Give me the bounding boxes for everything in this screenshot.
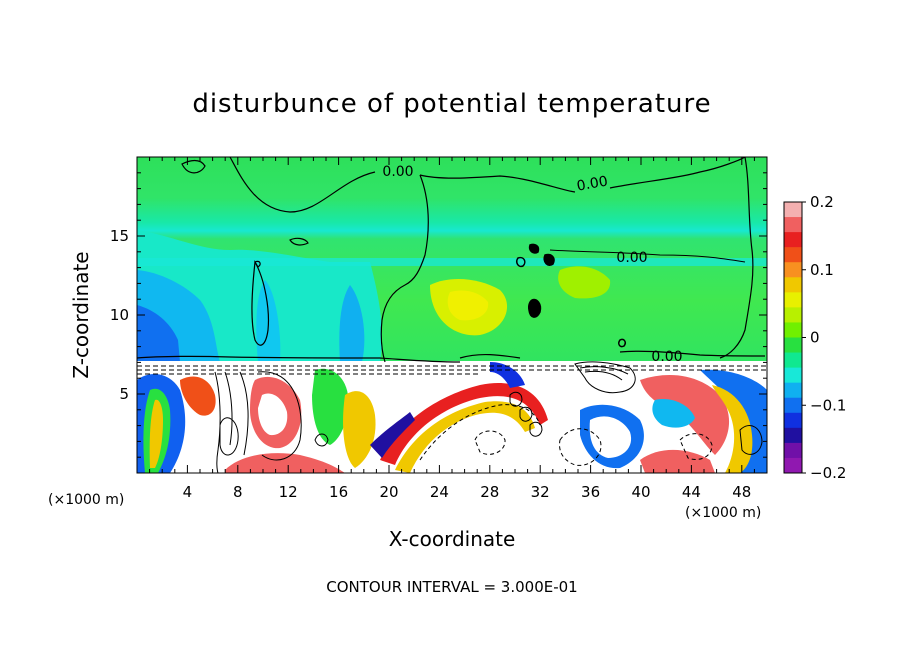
colorbar-swatch	[784, 307, 802, 323]
colorbar-swatch	[784, 262, 802, 278]
chart-title: disturbunce of potential temperature	[192, 89, 711, 119]
x-tick-label: 24	[430, 483, 449, 501]
contour-label: 0.00	[382, 164, 413, 180]
colorbar-swatch	[784, 337, 802, 354]
colorbar-swatch	[784, 277, 802, 293]
lower-region	[137, 361, 767, 473]
cool-region-left-core	[137, 305, 180, 362]
colorbar-swatch	[784, 247, 802, 263]
colorbar-swatch	[784, 202, 802, 218]
contour-labels: 0.00 0.00 0.00 0.00	[382, 164, 682, 365]
contour-interval-note: CONTOUR INTERVAL = 3.000E-01	[326, 578, 577, 596]
y-axis-ticks: 5 10 15	[110, 172, 767, 458]
colorbar-tick-label: −0.1	[810, 396, 846, 414]
colorbar-swatch	[784, 442, 802, 459]
colorbar-ticks: 0.2 0.1 0 −0.1 −0.2	[802, 193, 846, 482]
cool-streak-3	[339, 285, 365, 362]
colorbar-swatch	[784, 397, 802, 414]
warm-region-right	[558, 266, 611, 299]
contour-label: 0.00	[576, 173, 609, 194]
cyan-band	[137, 258, 767, 266]
colorbar-tick-label: −0.2	[810, 464, 846, 482]
x-axis-ticks: 4 8 12 16 20 24 28 32 36 40 44 48	[149, 157, 755, 501]
y-axis-label: Z-coordinate	[69, 251, 93, 378]
y-tick-label: 5	[119, 385, 129, 403]
colorbar-tick-label: 0	[810, 329, 820, 347]
colorbar-swatch	[784, 427, 802, 444]
y-tick-label: 10	[110, 306, 129, 324]
x-tick-label: 36	[581, 483, 600, 501]
colorbar-swatch	[784, 457, 802, 474]
x-tick-label: 44	[682, 483, 701, 501]
warm-core	[447, 290, 489, 321]
colorbar-swatch	[784, 217, 802, 233]
x-tick-label: 28	[480, 483, 499, 501]
x-tick-label: 16	[329, 483, 348, 501]
blobs	[516, 243, 626, 348]
y-tick-label: 15	[110, 227, 129, 245]
colorbar-swatch	[784, 352, 802, 369]
x-unit-label: (×1000 m)	[685, 505, 761, 521]
colorbar	[783, 201, 803, 474]
plot-area: 0.00 0.00 0.00 0.00	[137, 157, 767, 473]
colorbar-swatch	[784, 367, 802, 384]
colorbar-tick-label: 0.1	[810, 261, 834, 279]
colorbar-swatch	[784, 382, 802, 399]
x-tick-label: 12	[279, 483, 298, 501]
x-axis-label: X-coordinate	[389, 527, 516, 551]
colorbar-swatch	[784, 292, 802, 308]
colorbar-tick-label: 0.2	[810, 193, 834, 211]
x-tick-label: 20	[379, 483, 398, 501]
contour-label: 0.00	[651, 349, 682, 365]
colorbar-swatch	[784, 412, 802, 429]
colorbar-swatch	[784, 322, 802, 338]
x-tick-label: 32	[531, 483, 550, 501]
x-tick-label: 4	[183, 483, 193, 501]
x-tick-label: 8	[233, 483, 243, 501]
y-unit-label: (×1000 m)	[48, 492, 124, 508]
colorbar-swatch	[784, 232, 802, 248]
contour-lines	[137, 157, 766, 363]
x-tick-label: 40	[631, 483, 650, 501]
contour-label: 0.00	[616, 250, 647, 266]
x-tick-label: 48	[732, 483, 751, 501]
